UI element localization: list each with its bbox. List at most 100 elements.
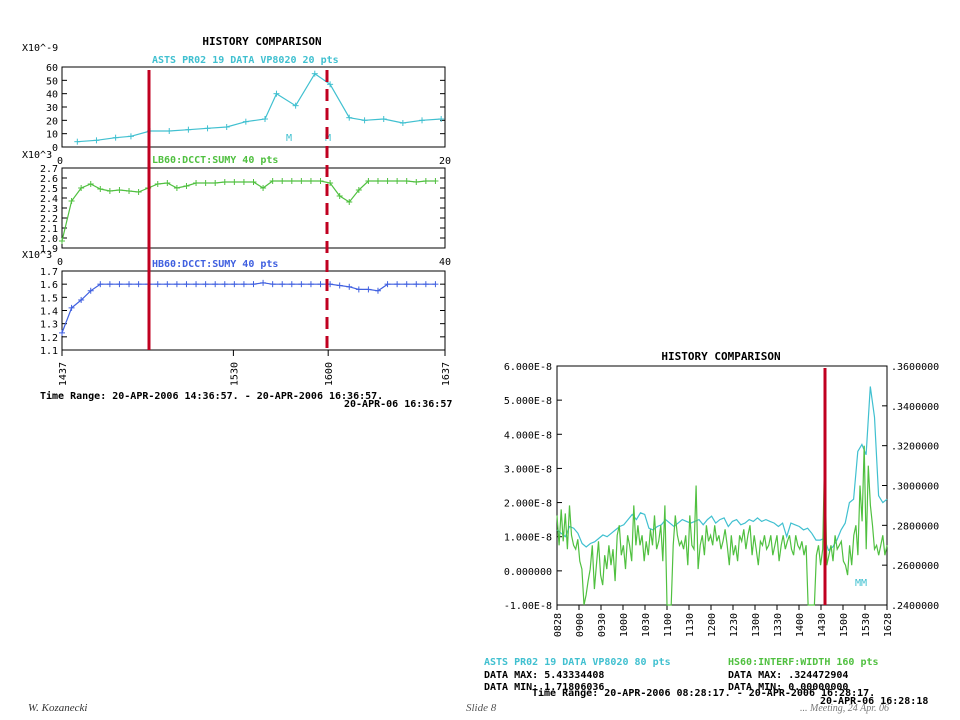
- subplot-1-point: [419, 117, 425, 123]
- subplot-2-ytick-label: 2.1: [40, 224, 58, 235]
- subplot-3-point: [413, 281, 419, 287]
- subplot-1-frame: [62, 67, 445, 147]
- subplot-3-point: [126, 281, 132, 287]
- lower-series-hs60-line: [557, 446, 887, 605]
- subplot-3-point: [432, 281, 438, 287]
- subplot-2-point: [88, 181, 94, 187]
- subplot-2-point: [174, 185, 180, 191]
- subplot-3-ytick-label: 1.1: [40, 346, 58, 357]
- subplot-1-point: [224, 124, 230, 130]
- lower-left-ytick-label: 5.000E-8: [504, 396, 552, 407]
- subplot-1-ytick-label: 20: [46, 116, 58, 127]
- upper-time-tick-label: 1637: [441, 362, 452, 386]
- upper-left-history-chart: HISTORY COMPARISON X10^-9 ASTS PR02 19 D…: [22, 35, 452, 410]
- subplot-1-series-label: ASTS PR02 19 DATA VP8020 20 pts: [152, 55, 339, 66]
- subplot-2-point: [97, 186, 103, 192]
- subplot-hb60-dcct: X10^3 HB60:DCCT:SUMY 40 pts 1.11.21.31.4…: [22, 250, 445, 357]
- upper-time-tick-label: 1600: [324, 362, 335, 386]
- lower-x-tick-label: 1330: [773, 613, 784, 637]
- subplot-1-point: [113, 135, 119, 141]
- lower-right-ytick-label: .2800000: [891, 521, 939, 532]
- subplot-1-point: [166, 128, 172, 134]
- lower-series-1-label: ASTS PR02 19 DATA VP8020 80 pts: [484, 657, 671, 668]
- subplot-2-series-label: LB60:DCCT:SUMY 40 pts: [152, 155, 278, 166]
- lower-right-ytick-label: .2400000: [891, 601, 939, 612]
- subplot-2-point: [231, 179, 237, 185]
- subplot-1-point: [438, 116, 444, 122]
- footer-meeting: ... Meeting, 24 Apr. 06: [800, 703, 889, 714]
- subplot-3-point: [260, 280, 266, 286]
- subplot-1-ytick-label: 40: [46, 90, 58, 101]
- subplot-3-point: [155, 281, 161, 287]
- lower-x-tick-label: 1300: [751, 613, 762, 637]
- subplot-3-point: [183, 281, 189, 287]
- subplot-3-point: [116, 281, 122, 287]
- subplot-2-ytick-label: 2.4: [40, 194, 58, 205]
- lower-x-tick-label: 1230: [729, 613, 740, 637]
- subplot-3-point: [203, 281, 209, 287]
- lower-x-tick-label: 1430: [817, 613, 828, 637]
- subplot-2-point: [318, 178, 324, 184]
- subplot-2-point: [251, 179, 257, 185]
- subplot-2-point: [183, 183, 189, 189]
- subplot-2-point: [308, 178, 314, 184]
- subplot-2-point: [212, 180, 218, 186]
- subplot-3-point: [404, 281, 410, 287]
- subplot-1-ytick-label: 30: [46, 103, 58, 114]
- subplot-3-point: [270, 281, 276, 287]
- subplot-3-point: [318, 281, 324, 287]
- lower-right-history-chart: HISTORY COMPARISON 6.000E-85.000E-84.000…: [484, 350, 939, 707]
- subplot-1-point: [74, 139, 80, 145]
- subplot-1-ytick-label: 10: [46, 130, 58, 141]
- subplot-2-point: [59, 238, 65, 244]
- subplot-1-point: [400, 120, 406, 126]
- subplot-3-point: [289, 281, 295, 287]
- subplot-1-point: [205, 125, 211, 131]
- subplot-1-point: [381, 116, 387, 122]
- subplot-1-exponent: X10^-9: [22, 43, 58, 54]
- upper-end-stamp: 20-APR-06 16:36:57: [344, 399, 452, 410]
- subplot-3-point: [394, 281, 400, 287]
- upper-chart-title: HISTORY COMPARISON: [202, 35, 321, 48]
- subplot-1-point: [293, 103, 299, 109]
- subplot-3-point: [423, 281, 429, 287]
- subplot-1-point: [262, 116, 268, 122]
- subplot-2-ytick-label: 2.5: [40, 184, 58, 195]
- subplot-2-point: [107, 188, 113, 194]
- subplot-2-point: [298, 178, 304, 184]
- lower-chart-title: HISTORY COMPARISON: [661, 350, 780, 363]
- subplot-3-point: [365, 286, 371, 292]
- subplot-3-point: [279, 281, 285, 287]
- subplot-2-point: [241, 179, 247, 185]
- subplot-2-point: [423, 178, 429, 184]
- subplot-1-point: [128, 133, 134, 139]
- subplot-3-point: [308, 281, 314, 287]
- subplot-1-point: [243, 119, 249, 125]
- subplot-1-ytick-label: 60: [46, 63, 58, 74]
- lower-x-tick-label: 1500: [839, 613, 850, 637]
- lower-x-tick-label: 1400: [795, 613, 806, 637]
- subplot-3-exponent: X10^3: [22, 250, 52, 261]
- subplot-2-point: [116, 187, 122, 193]
- subplot-2-point: [126, 188, 132, 194]
- subplot-3-point: [59, 330, 65, 336]
- subplot-2-point: [289, 178, 295, 184]
- subplot-2-point: [155, 181, 161, 187]
- subplot-1-point: [93, 137, 99, 143]
- subplot-3-ytick-label: 1.3: [40, 320, 58, 331]
- subplot-2-point: [404, 178, 410, 184]
- subplot-1-point: [185, 127, 191, 133]
- lower-right-ytick-label: .3000000: [891, 482, 939, 493]
- lower-right-ytick-label: .3200000: [891, 442, 939, 453]
- lower-left-ytick-label: 0.000000: [504, 567, 552, 578]
- subplot-3-ytick-label: 1.7: [40, 267, 58, 278]
- upper-time-tick-label: 1530: [229, 362, 240, 386]
- subplot-2-point: [164, 180, 170, 186]
- lower-series-asts-line: [557, 387, 887, 551]
- subplot-1-point: [362, 117, 368, 123]
- subplot-3-point: [174, 281, 180, 287]
- subplot-2-point: [394, 178, 400, 184]
- upper-time-range: Time Range: 20-APR-2006 14:36:57. - 20-A…: [40, 390, 383, 402]
- lower-x-tick-label: 1130: [685, 613, 696, 637]
- subplot-1-point: [346, 115, 352, 121]
